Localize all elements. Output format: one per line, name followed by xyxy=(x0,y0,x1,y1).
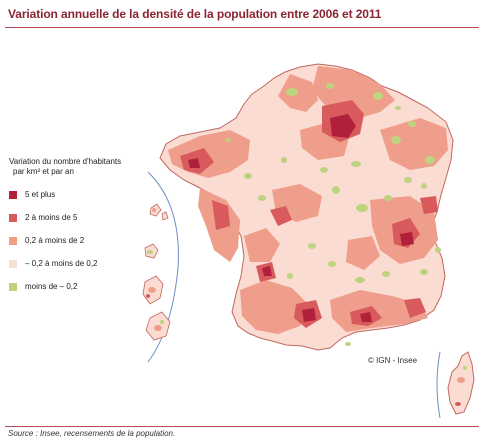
legend-item: moins de – 0,2 xyxy=(9,282,134,306)
legend-heading: Variation du nombre d'habitants par km² … xyxy=(9,157,122,176)
legend-item: 5 et plus xyxy=(9,190,134,214)
source-note: Source : Insee, recensements de la popul… xyxy=(8,429,176,438)
corsica xyxy=(447,351,475,415)
copyright-credit: © IGN - Insee xyxy=(368,356,418,365)
legend-swatch xyxy=(9,214,17,222)
legend-item: – 0,2 à moins de 0,2 xyxy=(9,259,134,283)
legend-swatch xyxy=(9,237,17,245)
legend-swatch xyxy=(9,283,17,291)
footer-divider xyxy=(5,426,479,427)
title-divider xyxy=(5,27,479,28)
legend-item: 0,2 à moins de 2 xyxy=(9,236,134,260)
mainland-france xyxy=(159,63,454,351)
density-change-map xyxy=(142,63,475,419)
corsica-bracket xyxy=(436,351,441,419)
map-legend: Variation du nombre d'habitants par km² … xyxy=(9,157,134,306)
legend-swatch xyxy=(9,191,17,199)
legend-item: 2 à moins de 5 xyxy=(9,213,134,237)
map-title: Variation annuelle de la densité de la p… xyxy=(8,7,382,21)
overseas-departments xyxy=(142,171,179,363)
legend-swatch xyxy=(9,260,17,268)
